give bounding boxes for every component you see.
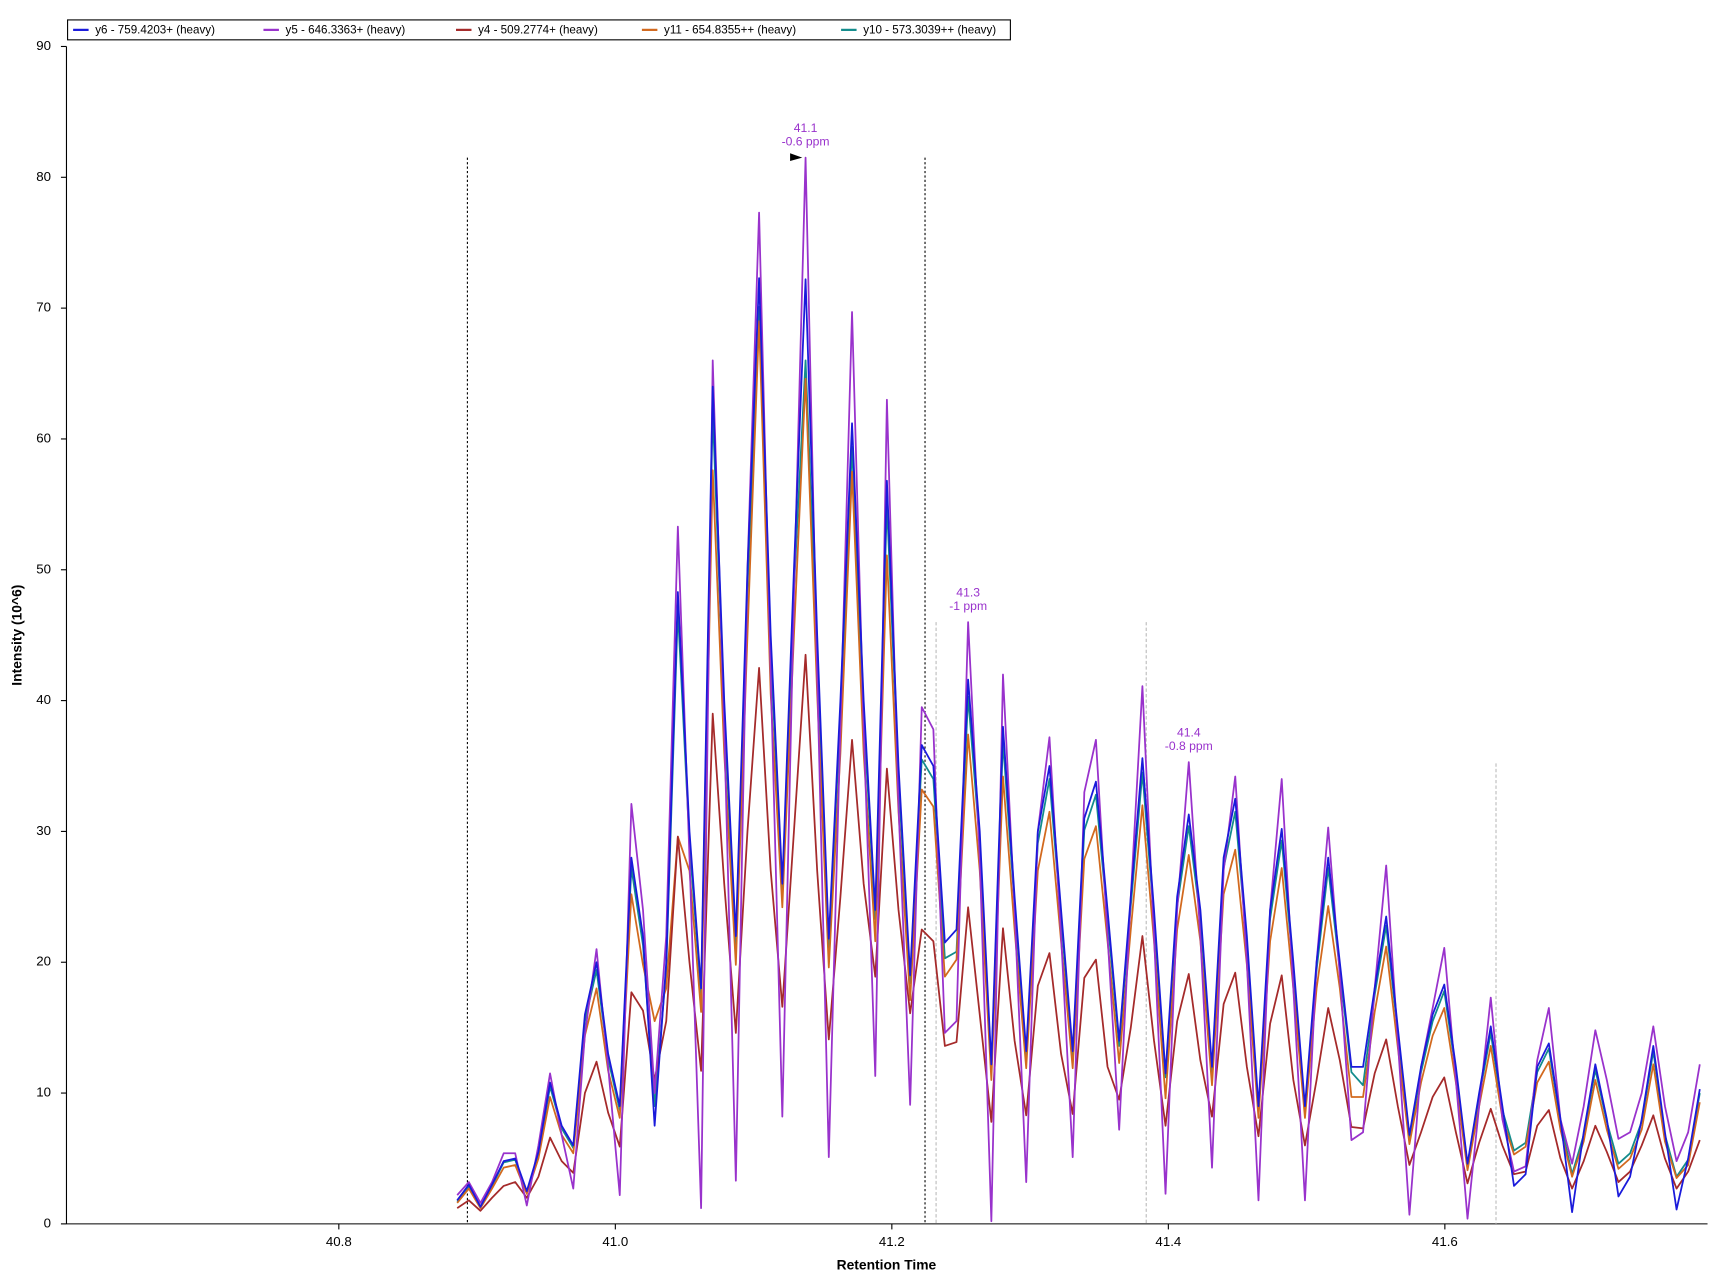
x-axis-label: Retention Time [837, 1257, 937, 1273]
y-tick-label: 0 [44, 1215, 51, 1230]
series-line [456, 156, 1701, 1223]
peak-flag [790, 153, 803, 161]
y-tick-label: 80 [36, 169, 51, 184]
annotation: -0.6 ppm [782, 134, 830, 148]
y-axis-label: Intensity (10^6) [8, 585, 24, 686]
annotation: 41.4 [1177, 726, 1201, 740]
y-tick-label: 70 [36, 300, 51, 315]
legend-label: y4 - 509.2774+ (heavy) [478, 23, 598, 36]
series-line [456, 277, 1701, 1214]
y-tick-label: 50 [36, 561, 51, 576]
x-tick-label: 40.8 [326, 1234, 352, 1249]
legend-label: y6 - 759.4203+ (heavy) [95, 23, 215, 36]
x-tick-label: 41.6 [1432, 1234, 1458, 1249]
legend-label: y5 - 646.3363+ (heavy) [286, 23, 406, 36]
legend-box [67, 19, 1011, 41]
x-tick-label: 41.0 [602, 1234, 628, 1249]
y-tick-label: 10 [36, 1085, 51, 1100]
x-tick-label: 41.2 [879, 1234, 905, 1249]
y-tick-label: 90 [36, 38, 51, 53]
y-tick-label: 30 [36, 823, 51, 838]
legend: y6 - 759.4203+ (heavy) y5 - 646.3363+ (he… [67, 19, 1011, 41]
series-line [456, 653, 1701, 1212]
y-tick-label: 20 [36, 954, 51, 969]
annotation: -1 ppm [949, 599, 987, 613]
annotation: -0.8 ppm [1165, 739, 1213, 753]
y-tick-label: 40 [36, 692, 51, 707]
annotation: 41.3 [956, 586, 980, 600]
legend-label: y10 - 573.3039++ (heavy) [863, 23, 996, 36]
y-tick-label: 60 [36, 430, 51, 445]
legend-label: y11 - 654.8355++ (heavy) [664, 23, 796, 36]
annotation: 41.1 [794, 121, 818, 135]
x-tick-label: 41.4 [1155, 1234, 1181, 1249]
